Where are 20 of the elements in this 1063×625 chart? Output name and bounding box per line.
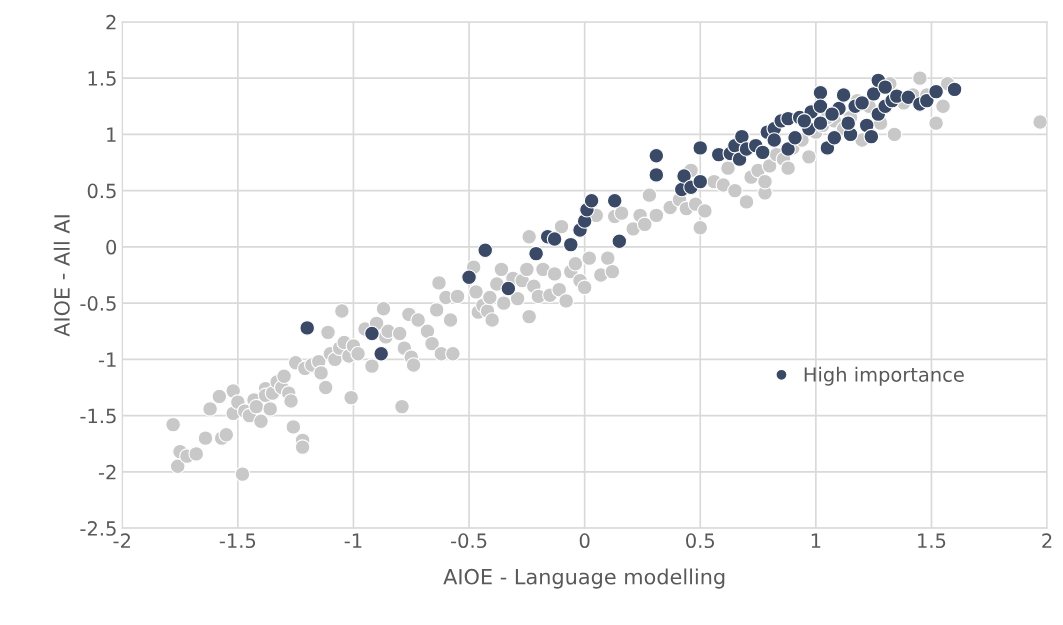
x-tick-label: 2	[1042, 533, 1052, 548]
x-tick-label: 0.5	[686, 533, 715, 549]
x-tick-label: 1.5	[918, 533, 946, 549]
x-axis-title: AIOE - Language modelling	[443, 568, 725, 589]
x-tick-label: -0.5	[451, 533, 487, 549]
x-tick-label: -1	[344, 533, 362, 548]
y-tick-label: 1.5	[88, 71, 116, 86]
y-tick-label: 2	[106, 14, 116, 30]
x-tick-label: 1	[811, 533, 821, 548]
y-axis-title: AIOE - All AI	[53, 215, 70, 337]
y-tick-label: 0.5	[87, 183, 116, 199]
y-tick-label: -2	[98, 464, 116, 480]
y-tick-label: -1	[98, 352, 116, 367]
y-tick-label: 1	[107, 127, 116, 142]
x-tick-label: -1.5	[219, 533, 256, 549]
x-tick-label: 0	[579, 533, 590, 549]
y-tick-label: -1.5	[80, 408, 116, 424]
y-tick-label: -0.5	[80, 296, 116, 311]
legend-label: High importance	[804, 366, 964, 386]
y-tick-label: 0	[106, 239, 117, 255]
